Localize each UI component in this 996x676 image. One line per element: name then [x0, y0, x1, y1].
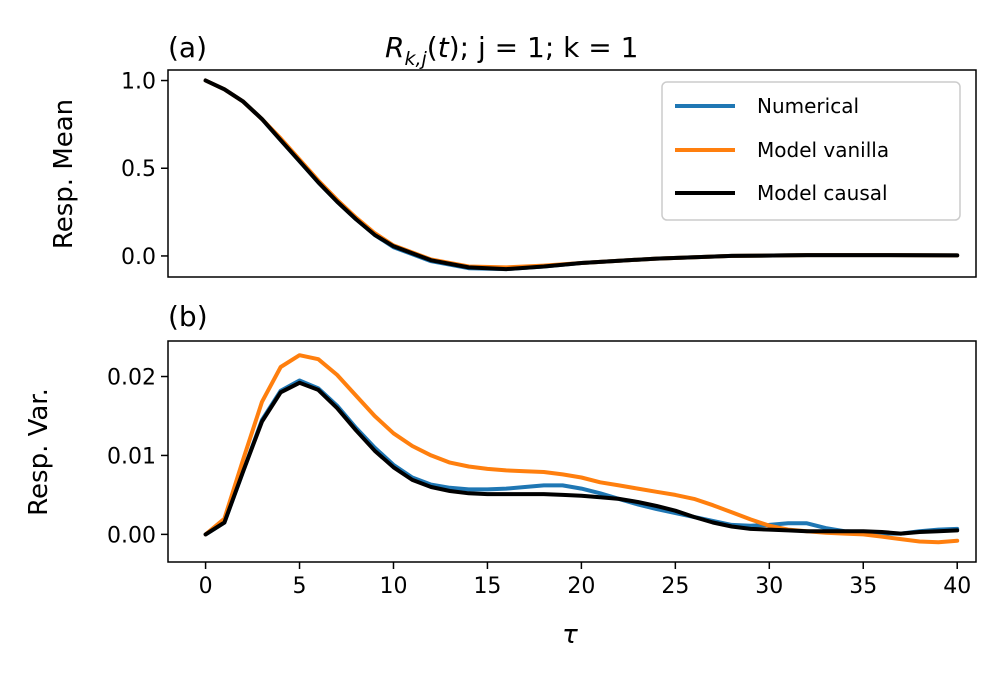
panel-b-label: (b) — [168, 300, 208, 333]
legend-label-model-vanilla: Model vanilla — [757, 138, 889, 162]
panel-a-lines — [203, 78, 960, 272]
panel-b-ytick-label: 0.01 — [107, 444, 156, 469]
panel-a-y-ticks: 1.0 0.5 0.0 — [121, 70, 168, 270]
panel-b-xtick-label: 5 — [293, 574, 307, 599]
panel-b-ytick-label: 0.02 — [107, 366, 156, 391]
panel-b-xtick-label: 25 — [661, 574, 689, 599]
panel-b-series-model-vanilla — [203, 353, 960, 545]
chart-title-suffix: ; j = 1; k = 1 — [460, 31, 639, 64]
panel-b-series-model-causal — [203, 380, 960, 537]
panel-a: (a) Rk,j(t); j = 1; k = 1 1.0 0.5 0.0 Resp… — [49, 31, 977, 278]
legend-label-model-causal: Model causal — [757, 181, 888, 205]
panel-b-xlabel: τ — [562, 620, 578, 650]
chart-title: Rk,j(t); j = 1; k = 1 — [385, 31, 638, 70]
panel-b-lines — [203, 353, 960, 545]
legend: Numerical Model vanilla Model causal — [661, 81, 961, 221]
legend-frame — [661, 81, 961, 221]
panel-b-series-numerical — [203, 378, 960, 537]
panel-b-xtick-label: 10 — [379, 574, 407, 599]
panel-a-ylabel: Resp. Mean — [49, 99, 79, 249]
panel-b-xtick-label: 15 — [473, 574, 501, 599]
panel-a-series-model-causal — [203, 78, 960, 272]
panel-a-label: (a) — [168, 31, 207, 64]
panel-a-ytick-label: 0.0 — [121, 245, 156, 270]
panel-a-ytick-label: 1.0 — [121, 70, 156, 95]
panel-b-ylabel: Resp. Var. — [24, 388, 54, 516]
panel-b-xtick-label: 30 — [755, 574, 783, 599]
panel-b-y-ticks: 0.02 0.01 0.00 — [107, 366, 168, 548]
panel-b: (b) 0.02 0.01 0.00 0 5 10 15 20 25 30 35 40 Resp. … — [24, 300, 977, 650]
panel-b-x-ticks: 0 5 10 15 20 25 30 35 40 — [199, 562, 971, 599]
panel-a-ytick-label: 0.5 — [121, 157, 156, 182]
panel-b-axes-frame — [167, 340, 977, 563]
panel-b-xtick-label: 40 — [943, 574, 971, 599]
panel-b-xtick-label: 0 — [199, 574, 213, 599]
panel-b-xtick-label: 20 — [567, 574, 595, 599]
legend-label-numerical: Numerical — [757, 94, 859, 118]
panel-a-axes-frame — [167, 69, 977, 278]
panel-b-xtick-label: 35 — [849, 574, 877, 599]
panel-b-ytick-label: 0.00 — [107, 523, 156, 548]
